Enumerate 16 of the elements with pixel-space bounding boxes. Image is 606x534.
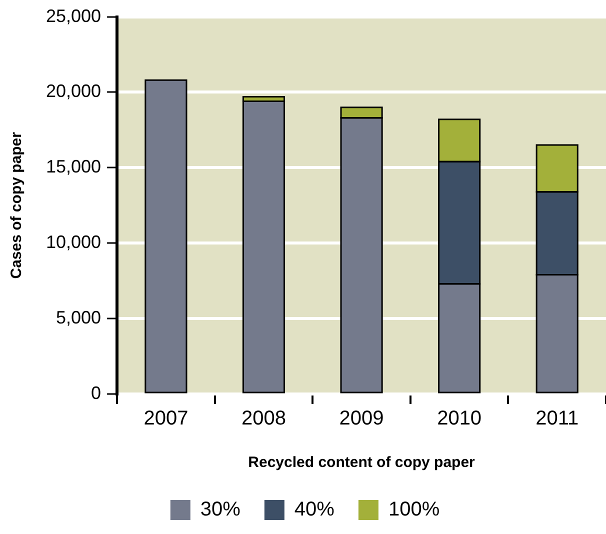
x-tick-label: 2008: [241, 408, 286, 430]
y-tick-label: 15,000: [46, 156, 102, 177]
legend-label: 100%: [388, 498, 440, 521]
y-tick-label: 25,000: [46, 6, 102, 26]
x-tick-label: 2009: [339, 408, 384, 430]
y-tick-label: 10,000: [46, 232, 102, 252]
x-axis-title: Recycled content of copy paper: [248, 454, 476, 472]
x-tick-label: 2007: [144, 408, 188, 430]
x-tick-label: 2011: [536, 408, 579, 430]
y-tick-label: 0: [91, 382, 102, 403]
y-tick-label: 5,000: [56, 308, 102, 328]
x-tick-label: 2010: [437, 408, 482, 430]
y-axis-title: Cases of copy paper: [8, 132, 26, 279]
legend-label: 30%: [200, 498, 241, 521]
legend-label: 40%: [294, 498, 335, 521]
y-tick-label: 20,000: [46, 81, 102, 102]
